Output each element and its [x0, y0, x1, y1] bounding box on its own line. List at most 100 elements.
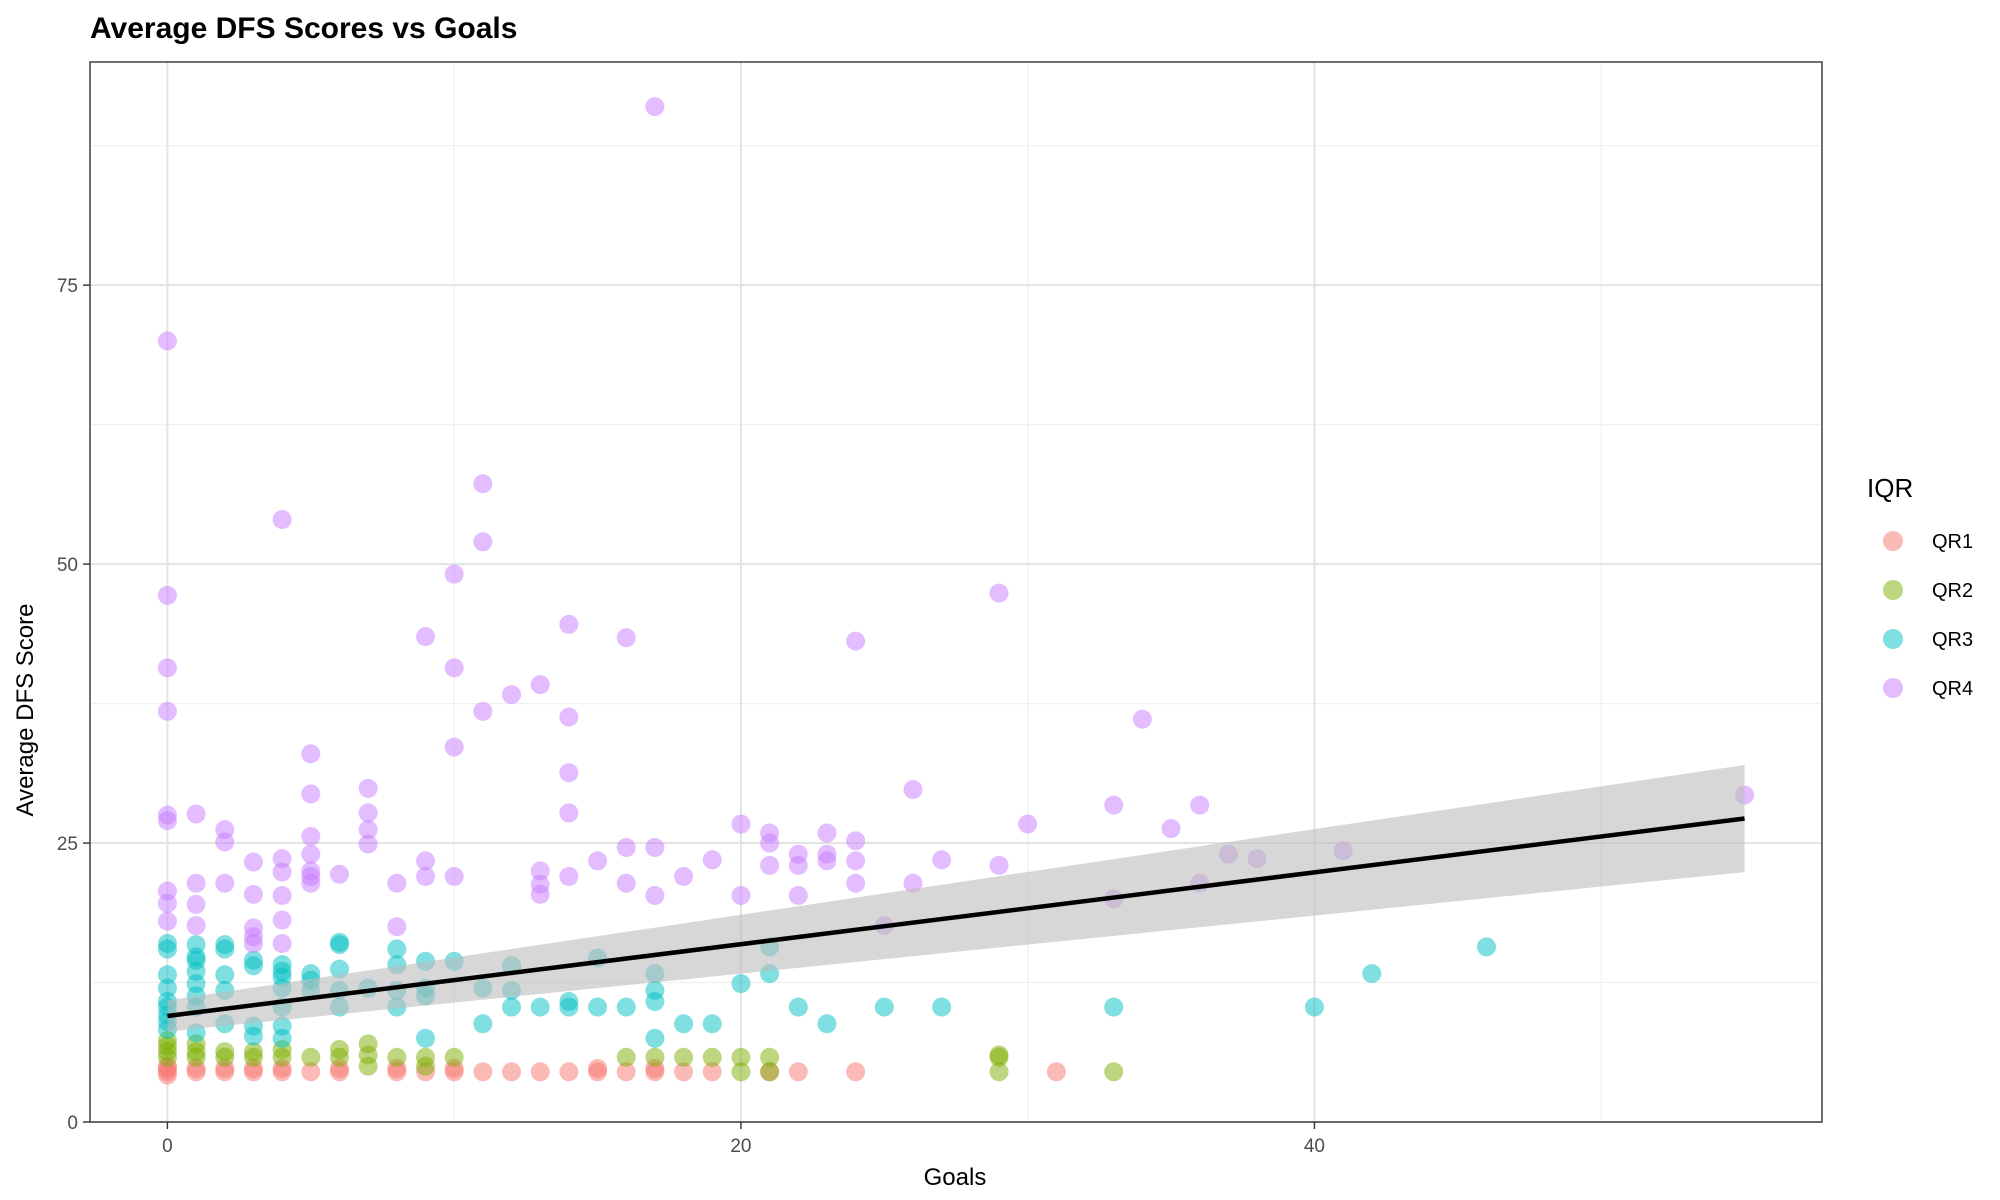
data-point-qr3 — [215, 965, 235, 985]
data-point-qr3 — [817, 1014, 837, 1034]
data-point-qr4 — [358, 820, 378, 840]
data-point-qr4 — [301, 784, 321, 804]
data-point-qr2 — [215, 1042, 235, 1062]
data-point-qr3 — [645, 980, 665, 1000]
data-point-qr2 — [731, 1047, 751, 1067]
data-point-qr4 — [989, 855, 1009, 875]
data-point-qr4 — [444, 658, 464, 678]
data-point-qr4 — [1190, 795, 1210, 815]
data-point-qr3 — [416, 1028, 436, 1048]
y-tick-label: 75 — [57, 276, 78, 297]
data-point-qr4 — [645, 97, 665, 117]
data-point-qr4 — [760, 855, 780, 875]
data-point-qr4 — [243, 884, 263, 904]
panel-border — [89, 61, 1823, 1123]
data-point-qr4 — [387, 873, 407, 893]
data-point-qr3 — [530, 997, 550, 1017]
data-point-qr4 — [674, 867, 694, 887]
data-point-qr3 — [559, 991, 579, 1011]
data-point-qr4 — [731, 814, 751, 834]
data-point-qr1 — [588, 1058, 608, 1078]
data-point-qr4 — [645, 838, 665, 858]
data-point-qr4 — [387, 917, 407, 937]
data-point-qr3 — [272, 1016, 292, 1036]
data-point-qr4 — [817, 851, 837, 871]
data-point-qr4 — [616, 628, 636, 648]
panel-background — [90, 62, 1822, 1122]
data-point-qr4 — [788, 885, 808, 905]
y-axis: 0 25 50 75 — [57, 276, 90, 1134]
data-point-qr4 — [186, 873, 206, 893]
data-point-qr2 — [989, 1045, 1009, 1065]
data-point-qr4 — [846, 631, 866, 651]
data-point-qr4 — [788, 855, 808, 875]
data-point-qr4 — [157, 331, 177, 351]
data-point-qr3 — [616, 997, 636, 1017]
data-point-qr2 — [702, 1047, 722, 1067]
data-point-qr4 — [559, 803, 579, 823]
legend-key-qr4 — [1883, 678, 1903, 698]
legend-key-qr3 — [1883, 629, 1903, 649]
data-point-qr4 — [1018, 814, 1038, 834]
x-tick-label: 0 — [162, 1136, 173, 1157]
y-axis-label: Average DFS Score — [12, 604, 39, 817]
data-point-qr3 — [874, 997, 894, 1017]
data-point-qr3 — [588, 997, 608, 1017]
x-axis-label: Goals — [924, 1164, 987, 1191]
data-point-qr4 — [760, 833, 780, 853]
data-point-qr4 — [1104, 795, 1124, 815]
data-point-qr4 — [272, 849, 292, 869]
legend-key-qr2 — [1883, 580, 1903, 600]
data-point-qr4 — [272, 885, 292, 905]
data-point-qr4 — [903, 873, 923, 893]
trend-line — [167, 816, 1745, 1019]
data-point-qr1 — [301, 1062, 321, 1082]
data-point-qr2 — [674, 1047, 694, 1067]
data-point-qr3 — [731, 974, 751, 994]
y-tick-label: 0 — [67, 1113, 78, 1134]
data-point-qr4 — [444, 867, 464, 887]
legend-title: IQR — [1867, 473, 1913, 503]
data-point-qr1 — [702, 1062, 722, 1082]
data-point-qr2 — [444, 1047, 464, 1067]
data-point-qr3 — [1304, 997, 1324, 1017]
data-point-qr4 — [846, 831, 866, 851]
data-point-qr4 — [186, 804, 206, 824]
legend-label-qr4: QR4 — [1932, 678, 1973, 700]
data-point-qr2 — [387, 1047, 407, 1067]
data-point-qr1 — [502, 1062, 522, 1082]
data-point-qr4 — [416, 627, 436, 647]
data-point-qr2 — [645, 1047, 665, 1067]
x-tick-label: 20 — [730, 1136, 751, 1157]
data-point-qr4 — [846, 873, 866, 893]
data-point-qr3 — [645, 1028, 665, 1048]
data-point-qr4 — [473, 701, 493, 721]
x-axis: 0 20 40 — [162, 1122, 1325, 1157]
data-point-qr4 — [846, 851, 866, 871]
data-point-qr2 — [301, 1047, 321, 1067]
data-point-qr4 — [215, 873, 235, 893]
data-point-qr3 — [788, 997, 808, 1017]
data-point-qr4 — [301, 744, 321, 764]
data-point-qr4 — [358, 803, 378, 823]
data-point-qr4 — [157, 811, 177, 831]
data-point-qr1 — [788, 1062, 808, 1082]
data-point-qr4 — [731, 885, 751, 905]
data-point-qr4 — [616, 838, 636, 858]
y-tick-label: 25 — [57, 834, 78, 855]
data-point-qr4 — [272, 910, 292, 930]
data-point-qr2 — [329, 1039, 349, 1059]
data-point-qr4 — [186, 894, 206, 914]
data-point-qr4 — [272, 862, 292, 882]
y-tick-label: 50 — [57, 555, 78, 576]
legend: IQR QR1 QR2 QR3 QR4 — [1867, 473, 1973, 700]
data-point-qr4 — [416, 867, 436, 887]
data-point-qr4 — [301, 826, 321, 846]
data-point-qr4 — [186, 916, 206, 936]
data-point-qr3 — [157, 933, 177, 953]
data-point-qr4 — [559, 867, 579, 887]
data-point-qr4 — [530, 884, 550, 904]
data-point-qr3 — [1104, 997, 1124, 1017]
data-point-qr4 — [243, 852, 263, 872]
